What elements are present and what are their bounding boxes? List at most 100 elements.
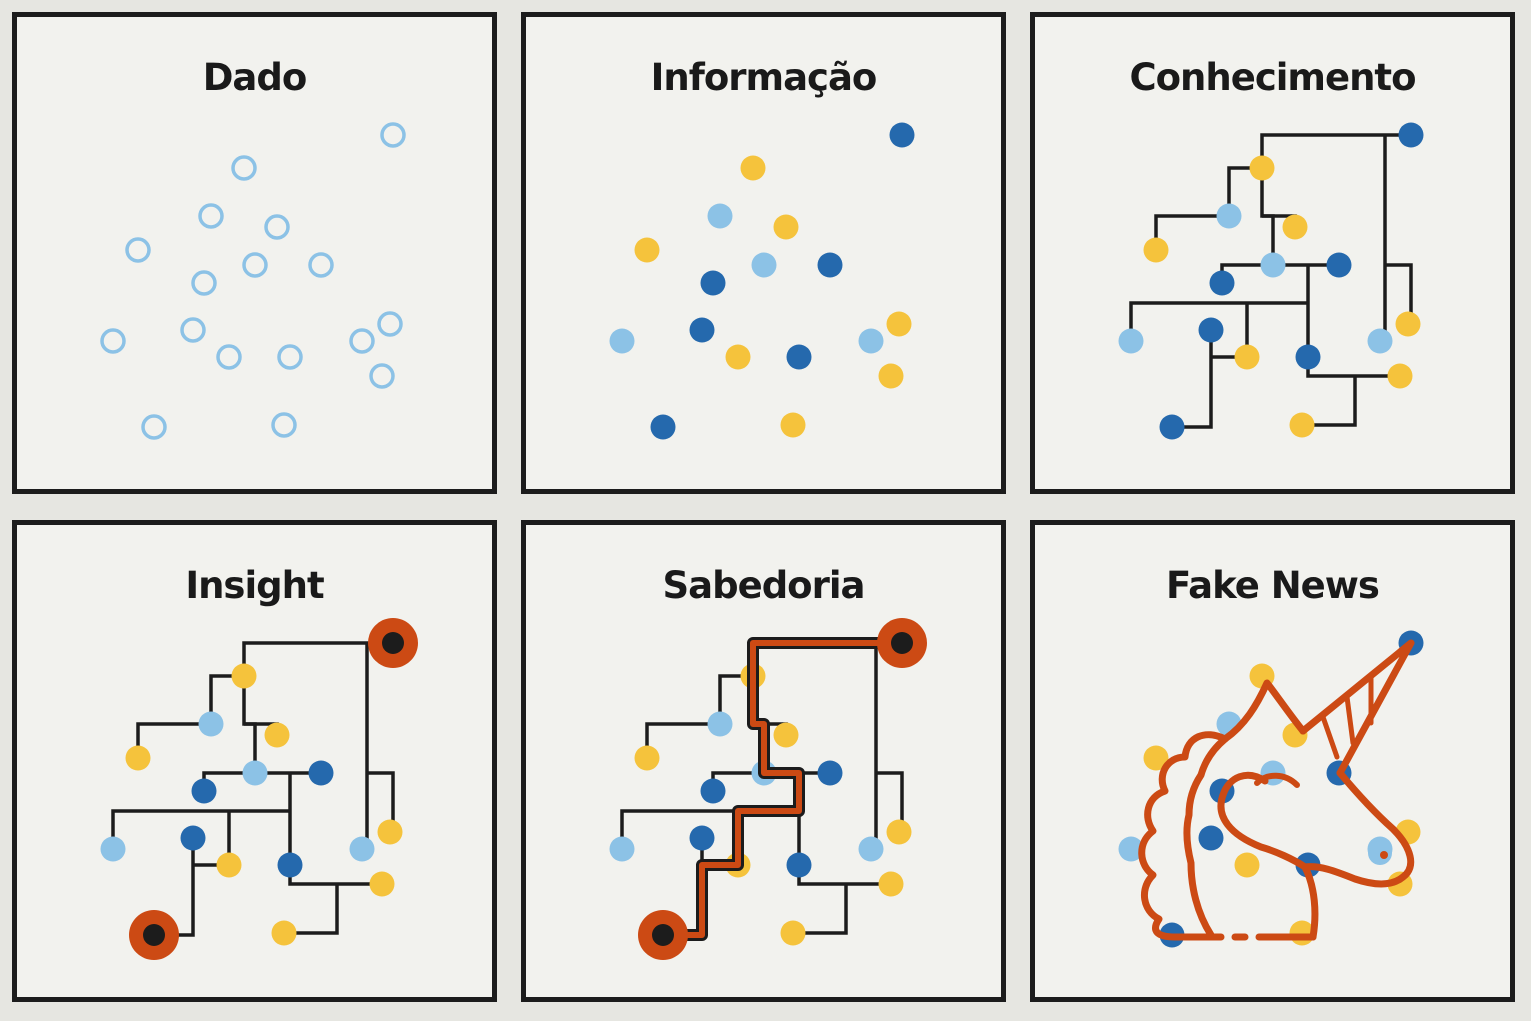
dark-blue-dot <box>700 270 726 296</box>
panel-informacao: Informação <box>521 12 1006 494</box>
unicorn-mane-inner <box>1183 735 1229 939</box>
yellow-dot <box>878 363 904 389</box>
yellow-node <box>1387 363 1413 389</box>
panel-conhecimento: Conhecimento <box>1030 12 1515 494</box>
dark-blue-dot <box>817 252 843 278</box>
dark-blue-dot <box>1198 825 1224 851</box>
dark-blue-node <box>1159 414 1185 440</box>
sabedoria-wisdom-path <box>657 637 908 941</box>
unicorn-neck <box>1301 863 1319 941</box>
data-dot <box>125 237 151 263</box>
light-blue-dot <box>751 252 777 278</box>
yellow-node <box>1249 155 1275 181</box>
wisdom-path-outline <box>657 637 908 941</box>
insight-nodes <box>100 663 403 946</box>
panel-insight: Insight <box>12 520 497 1002</box>
dark-blue-node <box>308 760 334 786</box>
data-dot <box>369 363 395 389</box>
yellow-node <box>369 871 395 897</box>
dark-blue-dot <box>889 122 915 148</box>
dark-blue-node <box>1326 252 1352 278</box>
data-dot <box>141 414 167 440</box>
yellow-dot <box>740 155 766 181</box>
unicorn-outline <box>1138 639 1415 941</box>
light-blue-node <box>1260 252 1286 278</box>
insight-highlight-nodes <box>129 618 418 960</box>
light-blue-node <box>609 836 635 862</box>
insight-network <box>100 618 418 960</box>
conhecimento-nodes <box>1118 122 1424 440</box>
panel-sabedoria: Sabedoria <box>521 520 1006 1002</box>
yellow-node <box>271 920 297 946</box>
yellow-node <box>886 819 912 845</box>
data-dot <box>277 344 303 370</box>
yellow-dot <box>634 237 660 263</box>
yellow-node <box>1289 412 1315 438</box>
panel-title-sabedoria: Sabedoria <box>662 564 866 607</box>
unicorn-horn <box>1299 639 1415 777</box>
light-blue-node <box>1118 328 1144 354</box>
dark-blue-node <box>786 852 812 878</box>
light-blue-node <box>707 711 733 737</box>
light-blue-node <box>858 836 884 862</box>
dark-blue-node <box>1295 344 1321 370</box>
light-blue-node <box>242 760 268 786</box>
light-blue-node <box>349 836 375 862</box>
data-dot <box>380 122 406 148</box>
dark-blue-node <box>689 825 715 851</box>
yellow-node <box>264 722 290 748</box>
unicorn-face <box>1301 769 1415 888</box>
yellow-node <box>1234 344 1260 370</box>
panel-fake-news: Fake News <box>1030 520 1515 1002</box>
wisdom-path-fill <box>660 640 905 938</box>
unicorn-head-icon <box>1118 630 1424 948</box>
dark-blue-node <box>817 760 843 786</box>
yellow-node <box>878 871 904 897</box>
data-dot <box>264 214 290 240</box>
data-dot <box>271 412 297 438</box>
sabedoria-end-core <box>652 924 674 946</box>
insight-end-core <box>143 924 165 946</box>
data-dot <box>377 311 403 337</box>
yellow-node <box>377 819 403 845</box>
dark-blue-node <box>180 825 206 851</box>
panel-dado: Dado <box>12 12 497 494</box>
light-blue-node <box>1216 203 1242 229</box>
light-blue-dot <box>707 203 733 229</box>
yellow-dot <box>773 214 799 240</box>
panel-title-conhecimento: Conhecimento <box>1129 56 1416 99</box>
unicorn-eye <box>1368 841 1392 865</box>
yellow-dot <box>725 344 751 370</box>
dark-blue-node <box>1209 270 1235 296</box>
light-blue-dot <box>858 328 884 354</box>
data-dot <box>349 328 375 354</box>
yellow-node <box>773 722 799 748</box>
data-dot <box>242 252 268 278</box>
data-dot <box>191 270 217 296</box>
dark-blue-dot <box>786 344 812 370</box>
light-blue-node <box>198 711 224 737</box>
unicorn-eye-pupil <box>1380 851 1388 859</box>
data-dot <box>231 155 257 181</box>
dark-blue-node <box>191 778 217 804</box>
data-dot <box>308 252 334 278</box>
yellow-dot <box>1143 745 1169 771</box>
light-blue-dot <box>1118 836 1144 862</box>
unicorn-mane <box>1138 731 1229 941</box>
data-dot <box>180 317 206 343</box>
panel-title-fake-news: Fake News <box>1166 564 1380 607</box>
light-blue-dot <box>609 328 635 354</box>
yellow-node <box>231 663 257 689</box>
yellow-node <box>125 745 151 771</box>
yellow-node <box>1143 237 1169 263</box>
sabedoria-edges <box>620 641 904 937</box>
yellow-node <box>216 852 242 878</box>
yellow-node <box>1395 311 1421 337</box>
yellow-dot <box>780 412 806 438</box>
data-dot <box>216 344 242 370</box>
yellow-node <box>780 920 806 946</box>
sabedoria-start-core <box>891 632 913 654</box>
yellow-dot <box>886 311 912 337</box>
conhecimento-network <box>1118 122 1424 440</box>
